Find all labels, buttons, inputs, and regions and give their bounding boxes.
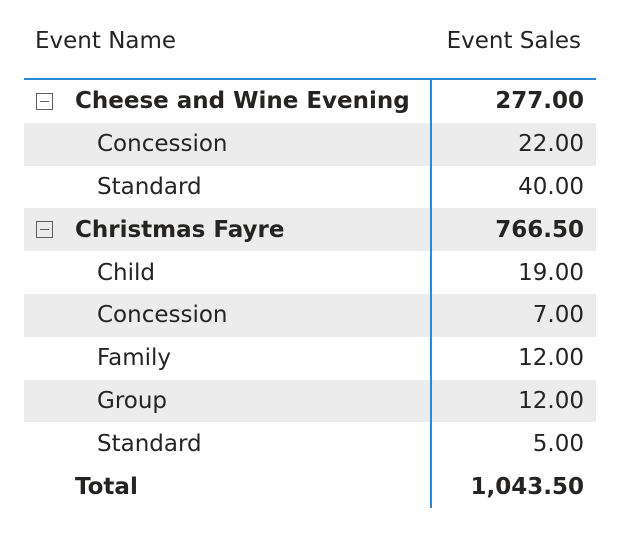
column-header-event-name[interactable]: Event Name xyxy=(35,28,177,54)
row-label: Group xyxy=(97,387,168,414)
total-value: 1,043.50 xyxy=(470,473,585,500)
collapse-icon[interactable] xyxy=(36,221,53,239)
row-label: Child xyxy=(97,259,156,286)
group-row-cheese-and-wine-evening: Cheese and Wine Evening 277.00 xyxy=(24,80,596,123)
group-row-christmas-fayre: Christmas Fayre 766.50 xyxy=(24,208,596,252)
row-label: Standard xyxy=(97,430,202,457)
matrix-visual: Event Name Event Sales Cheese and Wine E… xyxy=(24,18,596,508)
child-row: Standard 5.00 xyxy=(24,422,596,465)
column-header-event-sales[interactable]: Event Sales xyxy=(446,28,581,54)
total-label: Total xyxy=(75,473,138,500)
child-row: Family 12.00 xyxy=(24,337,596,380)
row-value: 12.00 xyxy=(518,387,584,414)
child-row: Concession 22.00 xyxy=(24,122,596,166)
child-row: Group 12.00 xyxy=(24,379,596,423)
row-label: Christmas Fayre xyxy=(75,216,285,243)
row-value: 22.00 xyxy=(518,131,584,158)
collapse-icon[interactable] xyxy=(36,93,53,110)
row-value: 277.00 xyxy=(495,88,584,115)
column-header-row: Event Name Event Sales xyxy=(24,18,596,80)
row-value: 766.50 xyxy=(495,216,584,243)
row-label: Cheese and Wine Evening xyxy=(75,88,410,115)
row-value: 40.00 xyxy=(518,173,584,200)
row-value: 19.00 xyxy=(518,259,584,286)
row-label: Standard xyxy=(97,173,202,200)
child-row: Standard 40.00 xyxy=(24,166,596,209)
row-label: Concession xyxy=(97,131,228,158)
child-row: Child 19.00 xyxy=(24,251,596,294)
row-label: Family xyxy=(97,345,172,372)
row-value: 7.00 xyxy=(532,302,584,329)
total-row: Total 1,043.50 xyxy=(24,465,596,508)
row-value: 12.00 xyxy=(518,345,584,372)
child-row: Concession 7.00 xyxy=(24,293,596,337)
row-label: Concession xyxy=(97,302,228,329)
column-divider xyxy=(430,80,432,508)
matrix-body: Cheese and Wine Evening 277.00 Concessio… xyxy=(24,80,596,508)
row-value: 5.00 xyxy=(532,430,584,457)
